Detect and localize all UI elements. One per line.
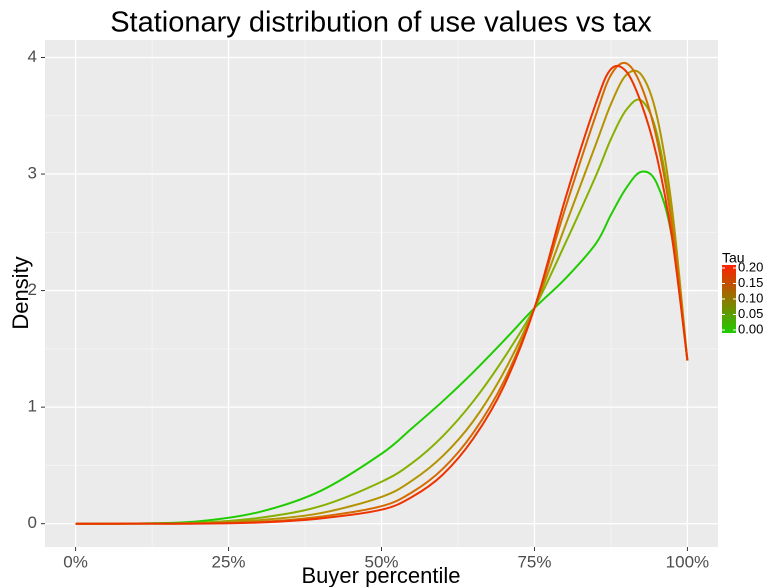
line bbox=[75, 64, 689, 525]
legend-title: Tau bbox=[722, 250, 745, 266]
line bbox=[75, 69, 689, 525]
legend-label: 0.15 bbox=[738, 275, 763, 290]
x-tick-label: 0% bbox=[63, 552, 88, 571]
x-tick-label: 100% bbox=[666, 552, 709, 571]
line bbox=[75, 170, 689, 525]
legend-label: 0.05 bbox=[738, 306, 763, 321]
x-axis-title: Buyer percentile bbox=[302, 563, 461, 587]
x-tick-label: 50% bbox=[364, 552, 398, 571]
y-tick-label: 2 bbox=[28, 280, 37, 299]
chart-title: Stationary distribution of use values vs… bbox=[110, 7, 652, 39]
y-tick-label: 0 bbox=[28, 513, 37, 532]
legend-label: 0.10 bbox=[738, 290, 763, 305]
x-tick-label: 75% bbox=[517, 552, 551, 571]
legend-label: 0.20 bbox=[738, 259, 763, 274]
y-tick-label: 4 bbox=[28, 47, 37, 66]
y-tick-label: 1 bbox=[28, 397, 37, 416]
legend-label: 0.00 bbox=[738, 321, 763, 336]
y-tick-label: 3 bbox=[28, 164, 37, 183]
colorbar bbox=[722, 265, 736, 333]
x-tick-label: 25% bbox=[212, 552, 246, 571]
y-axis-title: Density bbox=[8, 256, 33, 329]
